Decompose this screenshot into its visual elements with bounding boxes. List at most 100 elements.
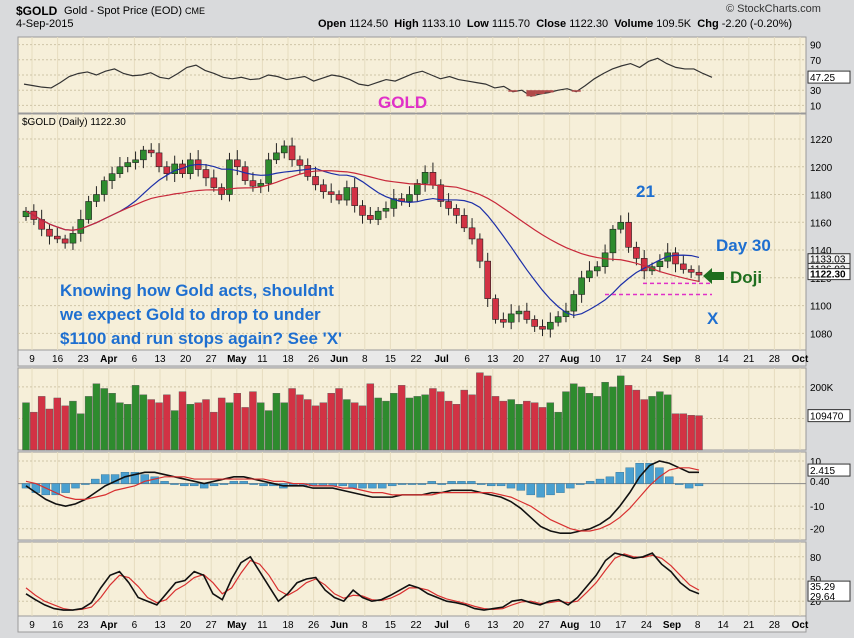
- date-axis-bottom-tick-label: 9: [29, 620, 35, 631]
- macd-histogram-bar: [61, 483, 70, 493]
- macd-histogram-bar: [239, 481, 248, 484]
- volume-bar: [217, 397, 226, 451]
- volume-bar: [593, 396, 601, 451]
- price-candle: [312, 176, 319, 186]
- price-candle: [429, 172, 437, 186]
- open-label: Open: [318, 18, 347, 30]
- macd-histogram-bar: [160, 481, 169, 484]
- price-candle: [273, 152, 280, 161]
- date-axis-bottom-tick-label: 11: [257, 620, 268, 631]
- date-axis-top-tick-label: 24: [641, 354, 653, 365]
- price-candle: [601, 252, 609, 268]
- price-candle: [421, 172, 429, 184]
- date-axis-bottom-tick-label: 20: [513, 620, 525, 631]
- price-panel-bg: [17, 113, 807, 351]
- macd-histogram-bar: [427, 481, 436, 484]
- macd-histogram-bar: [338, 483, 347, 487]
- axis1-bg: [17, 349, 807, 367]
- macd-histogram-bar: [417, 483, 427, 485]
- date-axis-top-tick-label: 13: [487, 354, 499, 365]
- rsi-line: [23, 57, 713, 97]
- volume-bar: [249, 391, 257, 451]
- date-axis-top-tick-label: 26: [308, 354, 320, 365]
- volume-bar: [241, 407, 249, 451]
- volume-bar: [139, 394, 148, 451]
- volume-bar: [210, 411, 218, 451]
- macd-histogram-bar: [477, 483, 486, 485]
- volume-bar: [288, 388, 296, 451]
- annotation-doji: Doji: [730, 268, 762, 287]
- volume-bar: [108, 393, 116, 451]
- volume-bar: [484, 375, 492, 451]
- date-axis-top-tick-label: 17: [615, 354, 627, 365]
- ohlc-readout: Open 1124.50 High 1133.10 Low 1115.70 Cl…: [318, 18, 792, 30]
- price-candle: [296, 159, 304, 166]
- price-candle: [437, 184, 445, 202]
- macd-histogram-bar: [219, 483, 229, 485]
- macd-histogram-bar: [665, 476, 674, 484]
- volume-bar: [499, 400, 508, 451]
- price-candle: [124, 162, 132, 168]
- price-tick-label: 1100: [810, 302, 832, 313]
- volume-bar: [554, 411, 562, 451]
- date-axis-top-tick-label: 16: [52, 354, 64, 365]
- date-axis-top-tick-label: 9: [29, 354, 35, 365]
- date-axis-bottom-tick-label: Apr: [100, 620, 117, 631]
- volume-bar: [327, 393, 335, 451]
- volume-bar: [640, 399, 648, 451]
- macd-histogram-bar: [645, 463, 654, 484]
- macd-histogram-bar: [457, 481, 466, 484]
- price-candle: [93, 194, 100, 202]
- volume-bar: [695, 415, 703, 451]
- price-candle: [687, 269, 695, 273]
- price-candle: [617, 221, 625, 230]
- price-candle: [593, 266, 601, 272]
- volume-bar: [632, 389, 641, 451]
- annotation-text-line1: Knowing how Gold acts, shouldnt: [60, 281, 334, 300]
- macd-histogram-bar: [536, 483, 545, 498]
- volume-bar: [491, 396, 500, 451]
- price-candle: [609, 228, 617, 254]
- price-tick-label: 1080: [810, 329, 833, 340]
- volume-bar: [257, 402, 265, 451]
- macd-histogram-bar: [180, 483, 189, 487]
- volume-bar: [233, 393, 241, 451]
- price-candle: [218, 187, 225, 195]
- price-candle: [359, 205, 366, 216]
- volume-bar: [202, 399, 210, 451]
- stochastic-tick-label: 50: [810, 575, 822, 586]
- macd-panel-bg: [17, 451, 807, 541]
- credit-watermark: © StockCharts.com: [726, 3, 821, 15]
- price-candle: [680, 263, 687, 270]
- price-candle: [171, 163, 178, 174]
- price-candle: [523, 310, 531, 320]
- date-axis-top-tick-label: 14: [718, 354, 730, 365]
- date-axis-top-tick-label: Oct: [792, 354, 809, 365]
- price-candle: [468, 227, 476, 240]
- price-tag: 1122.30: [810, 270, 846, 281]
- macd-histogram-bar: [397, 483, 407, 485]
- date-axis-bottom-tick-label: 26: [308, 620, 320, 631]
- volume-bar: [92, 383, 101, 451]
- volume-bar: [170, 410, 179, 451]
- price-candle: [445, 201, 452, 209]
- volume-bar: [350, 402, 359, 451]
- macd-histogram-bar: [41, 483, 50, 496]
- macd-histogram-bar: [506, 483, 516, 489]
- macd-histogram-bar: [576, 483, 585, 485]
- price-candle: [343, 187, 351, 201]
- date-axis-top-tick-label: 20: [180, 354, 192, 365]
- price-candle: [147, 149, 155, 154]
- volume-value: 109.5K: [656, 18, 692, 30]
- price-candle: [132, 159, 139, 163]
- macd-histogram-bar: [684, 483, 694, 489]
- macd-histogram-bar: [467, 481, 476, 484]
- date-axis-bottom-tick-label: May: [227, 620, 247, 631]
- price-candle: [633, 246, 640, 259]
- price-candle: [476, 238, 484, 262]
- low-label: Low: [466, 18, 489, 30]
- volume-bar: [570, 383, 578, 451]
- volume-bar: [264, 410, 273, 451]
- macd-histogram-bar: [437, 483, 446, 485]
- price-candle: [460, 215, 468, 229]
